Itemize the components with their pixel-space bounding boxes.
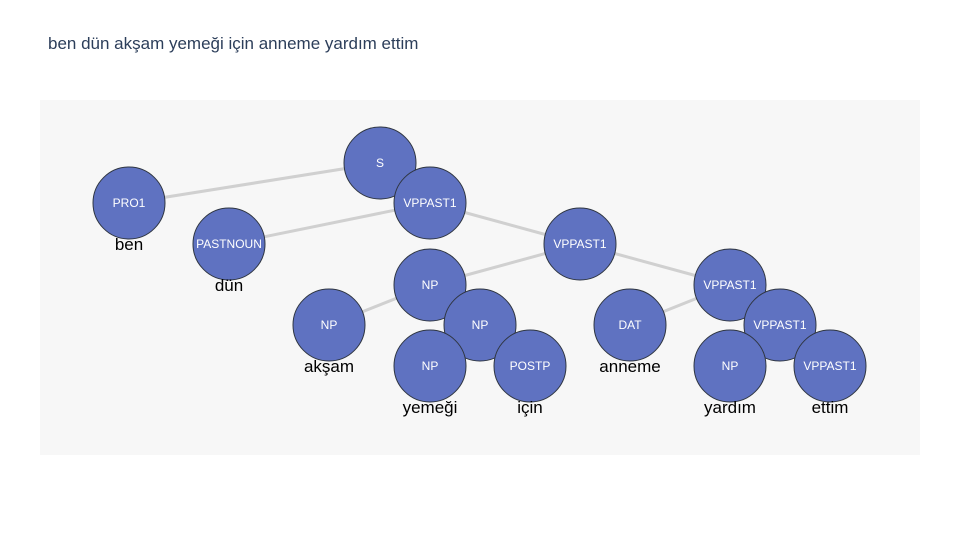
tree-node-np_yardim[interactable]: NP	[693, 329, 767, 403]
node-label: NP	[321, 318, 338, 332]
node-label: VPPAST1	[703, 278, 756, 292]
tree-node-np_yemegi[interactable]: NP	[393, 329, 467, 403]
node-circle[interactable]	[593, 288, 667, 362]
node-label: NP	[722, 359, 739, 373]
tree-node-np1[interactable]: NP	[393, 248, 467, 322]
tree-node-s[interactable]: S	[343, 126, 417, 200]
leaf-word-vp5: ettim	[812, 398, 849, 417]
tree-node-vp5[interactable]: VPPAST1	[793, 329, 867, 403]
tree-node-postp[interactable]: POSTP	[493, 329, 567, 403]
node-circle[interactable]	[393, 329, 467, 403]
node-label: PASTNOUN	[196, 237, 262, 251]
node-circle[interactable]	[793, 329, 867, 403]
node-label: POSTP	[510, 359, 551, 373]
node-label: PRO1	[113, 196, 146, 210]
tree-node-dat[interactable]: DAT	[593, 288, 667, 362]
parse-tree-panel	[40, 100, 920, 455]
leaf-word-pastnoun: dün	[215, 276, 243, 295]
node-circle[interactable]	[292, 288, 366, 362]
node-circle[interactable]	[192, 207, 266, 281]
node-circle[interactable]	[693, 329, 767, 403]
tree-edge-s-pro1	[128, 161, 381, 205]
leaf-word-postp: için	[517, 398, 543, 417]
sentence-title: ben dün akşam yemeği için anneme yardım …	[48, 34, 419, 53]
tree-node-vp2[interactable]: VPPAST1	[543, 207, 617, 281]
node-circle[interactable]	[693, 248, 767, 322]
tree-node-pastnoun[interactable]: PASTNOUN	[192, 207, 266, 281]
nodes-layer: S PRO1 VPPAST1 PASTNOUN VPPAST1 NP NP NP NP POSTP…	[92, 126, 867, 403]
words-layer: ben dün akşam yemeği için anneme yardım ettim	[115, 235, 849, 417]
leaf-word-np_yardim: yardım	[704, 398, 756, 417]
leaf-word-dat: anneme	[599, 357, 660, 376]
node-circle[interactable]	[92, 166, 166, 240]
node-label: VPPAST1	[803, 359, 856, 373]
node-circle[interactable]	[743, 288, 817, 362]
node-circle[interactable]	[493, 329, 567, 403]
node-label: NP	[422, 278, 439, 292]
node-label: NP	[472, 318, 489, 332]
tree-node-np_aksam[interactable]: NP	[292, 288, 366, 362]
node-circle[interactable]	[443, 288, 517, 362]
tree-node-np2[interactable]: NP	[443, 288, 517, 362]
node-circle[interactable]	[393, 248, 467, 322]
node-label: VPPAST1	[403, 196, 456, 210]
node-label: VPPAST1	[753, 318, 806, 332]
node-label: S	[376, 156, 384, 170]
node-circle[interactable]	[543, 207, 617, 281]
node-label: NP	[422, 359, 439, 373]
leaf-word-np_aksam: akşam	[304, 357, 354, 376]
node-circle[interactable]	[343, 126, 417, 200]
node-circle[interactable]	[393, 166, 467, 240]
leaf-word-np_yemegi: yemeği	[403, 398, 458, 417]
node-label: VPPAST1	[553, 237, 606, 251]
tree-node-vp4[interactable]: VPPAST1	[743, 288, 817, 362]
tree-node-vp1[interactable]: VPPAST1	[393, 166, 467, 240]
tree-node-pro1[interactable]: PRO1	[92, 166, 166, 240]
tree-node-vp3[interactable]: VPPAST1	[693, 248, 767, 322]
node-label: DAT	[618, 318, 642, 332]
leaf-word-pro1: ben	[115, 235, 143, 254]
